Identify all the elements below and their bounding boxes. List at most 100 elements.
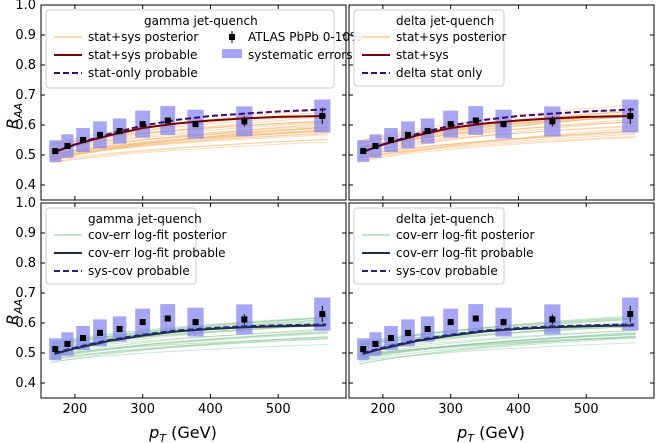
posterior-sample-curve	[359, 330, 636, 356]
legend-title: gamma jet-quench	[88, 212, 202, 226]
x-tick-label: 200	[62, 402, 87, 417]
atlas-data-point	[472, 117, 479, 124]
dashed-probable-curve	[362, 323, 634, 354]
atlas-data-point	[116, 128, 123, 134]
x-tick-label: 200	[370, 402, 395, 417]
atlas-data-point	[404, 131, 411, 138]
plot-area	[49, 297, 331, 364]
legend-entry: cov-err log-fit probable	[396, 246, 534, 260]
posterior-sample-curve	[51, 343, 328, 362]
y-tick-label: 0.4	[15, 178, 36, 193]
x-tick-label: 400	[198, 402, 223, 417]
probable-curve	[54, 115, 326, 153]
legend-entry: stat+sys	[396, 48, 449, 62]
posterior-sample-curve	[359, 336, 636, 356]
posterior-sample-curve	[51, 337, 328, 356]
atlas-data-point	[424, 326, 431, 332]
legend-swatch	[229, 34, 235, 40]
atlas-data-point	[192, 121, 199, 128]
posterior-sample-curve	[51, 138, 328, 163]
posterior-sample-curve	[51, 133, 328, 156]
legend-entry: stat-only probable	[88, 66, 198, 80]
posterior-sample-curve	[359, 136, 636, 159]
atlas-data-point	[164, 315, 171, 322]
atlas-data-point	[627, 311, 634, 317]
atlas-data-point	[627, 113, 634, 119]
atlas-data-point	[64, 341, 71, 347]
posterior-sample-curve	[51, 139, 328, 161]
atlas-data-point	[447, 319, 454, 326]
x-tick-label: 300	[130, 402, 155, 417]
panel-frame	[348, 202, 655, 399]
legend-entry: cov-err log-fit probable	[88, 246, 226, 260]
atlas-data-point	[241, 316, 248, 323]
posterior-sample-curve	[51, 331, 328, 358]
panels-group: 0.4 0.5 0.6 0.7 0.8 0.9 1.0 gamma jet-quench sta…	[15, 0, 655, 417]
posterior-sample-curve	[51, 126, 328, 161]
posterior-sample-curve	[359, 336, 636, 358]
posterior-sample-curve	[359, 336, 636, 356]
y-tick-label: 0.4	[15, 376, 36, 391]
atlas-data-point	[139, 121, 146, 128]
axis-labels-group: RAA RAA pT (GeV) pT (GeV)	[3, 103, 525, 443]
plot-area	[49, 99, 331, 164]
y-axis-label-top: RAA	[3, 103, 25, 129]
atlas-data-point	[360, 148, 367, 155]
atlas-data-point	[116, 326, 123, 332]
legend-entry: sys-cov probable	[88, 264, 190, 278]
atlas-data-point	[319, 311, 326, 317]
atlas-data-point	[192, 319, 199, 326]
atlas-data-point	[52, 148, 59, 155]
posterior-sample-curve	[51, 338, 328, 360]
atlas-data-point	[549, 316, 556, 323]
dashed-probable-curve	[362, 108, 634, 153]
posterior-sample-curve	[359, 127, 636, 163]
posterior-sample-curve	[51, 130, 328, 161]
atlas-data-point	[424, 128, 431, 134]
posterior-sample-curve	[359, 332, 636, 360]
dashed-probable-curve	[54, 323, 326, 354]
y-tick-label: 0.7	[15, 88, 36, 103]
y-tick-label: 0.6	[15, 118, 36, 133]
posterior-sample-curve	[51, 338, 328, 361]
posterior-sample-curve	[359, 332, 636, 360]
x-tick-label: 500	[574, 402, 599, 417]
x-tick-label: 300	[438, 402, 463, 417]
posterior-sample-curve	[51, 336, 328, 364]
atlas-data-point	[360, 346, 367, 353]
y-tick-label: 1.0	[15, 0, 36, 13]
legend: delta jet-quench stat+sys posterior stat+s…	[353, 9, 506, 87]
atlas-data-point	[64, 143, 71, 149]
atlas-data-point	[372, 341, 379, 347]
legend-box	[45, 207, 197, 285]
posterior-sample-curve	[359, 342, 636, 362]
posterior-sample-curve	[359, 129, 636, 158]
y-tick-label: 0.8	[15, 58, 36, 73]
legend-entry: stat+sys posterior	[88, 30, 198, 44]
chart-panel-bottom-left: 0.4 0.5 0.6 0.7 0.8 0.9 1.0 200 300 400 500 gamma j…	[15, 196, 347, 417]
legend: gamma jet-quench cov-err log-fit posterio…	[45, 207, 227, 285]
posterior-sample-curve	[51, 126, 328, 161]
legend-entry: delta stat only	[396, 66, 482, 80]
posterior-sample-curve	[51, 134, 328, 158]
atlas-data-point	[388, 335, 395, 341]
dashed-probable-curve	[54, 108, 326, 153]
atlas-data-point	[139, 319, 146, 326]
x-axis-label-right: pT (GeV)	[456, 423, 525, 443]
atlas-data-point	[372, 143, 379, 149]
posterior-sample-curve	[51, 132, 328, 159]
legend-swatch	[222, 49, 242, 58]
atlas-data-point	[500, 319, 507, 326]
posterior-sample-curve	[359, 333, 636, 358]
atlas-data-point	[164, 117, 171, 124]
legend: gamma jet-quench stat+sys posterior stat+s…	[45, 9, 361, 89]
atlas-data-point	[96, 131, 103, 138]
posterior-sample-curve	[359, 130, 636, 160]
atlas-data-point	[319, 113, 326, 119]
atlas-data-point	[52, 346, 59, 353]
legend-entry: cov-err log-fit posterior	[396, 228, 535, 242]
chart-panel-bottom-right: 200 300 400 500 delta jet-quench cov-err log-…	[348, 202, 655, 417]
posterior-sample-curve	[359, 334, 636, 357]
y-tick-label: 0.9	[15, 226, 36, 241]
